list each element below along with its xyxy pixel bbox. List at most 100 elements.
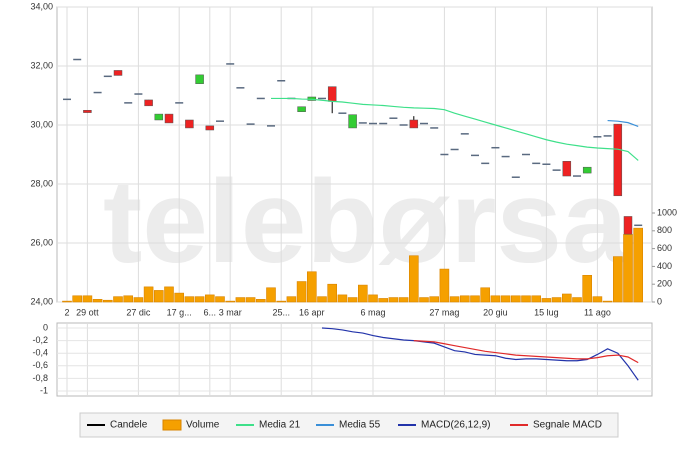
x-tick-label: 25...: [272, 307, 290, 317]
macd-panel: [56, 322, 653, 397]
volume-bar: [286, 296, 297, 303]
x-tick-label: 6 mag: [360, 307, 385, 317]
legend-label: Media 21: [259, 420, 301, 431]
legend-swatch: [162, 419, 182, 431]
volume-bar: [123, 295, 133, 303]
x-tick-label: 6...: [204, 307, 217, 317]
candle-body: [154, 113, 164, 121]
y2-tick-label: 1000: [657, 207, 677, 217]
legend-label: Media 55: [339, 420, 381, 431]
x-tick-label: 2: [64, 307, 69, 317]
volume-bar: [368, 294, 378, 303]
candle-body: [185, 119, 194, 129]
watermark: telebørsa: [103, 156, 629, 288]
candle-body: [582, 166, 592, 174]
volume-bar: [541, 298, 552, 303]
volume-bar: [327, 283, 338, 303]
y-tick-label: -0,6: [32, 360, 48, 370]
candle-body: [409, 119, 419, 129]
y2-tick-label: 200: [657, 279, 672, 289]
legend-label: MACD(26,12,9): [421, 420, 490, 431]
volume-bar: [561, 293, 572, 303]
candle-body: [348, 114, 357, 129]
y2-tick-label: 400: [657, 261, 672, 271]
volume-bar: [408, 255, 419, 303]
volume-bar: [245, 297, 256, 303]
candle-body: [297, 106, 306, 112]
volume-bar: [225, 300, 235, 303]
volume-bar: [357, 284, 368, 303]
x-tick-label: 27 mag: [429, 307, 459, 317]
volume-bar: [470, 295, 480, 303]
volume-bar: [623, 234, 633, 303]
volume-bar: [398, 297, 409, 303]
x-tick-label: 11 ago: [584, 307, 611, 317]
x-tick-label: 27 dic: [126, 307, 151, 317]
y-tick-label: -1: [40, 385, 48, 395]
x-tick-label: 17 g...: [167, 307, 192, 317]
volume-bar: [347, 297, 358, 303]
y2-tick-label: 0: [657, 296, 662, 306]
line: [271, 97, 639, 161]
volume-bar: [612, 256, 623, 303]
volume-bar: [62, 300, 72, 303]
volume-bar: [480, 287, 491, 303]
volume-bar: [592, 296, 603, 303]
volume-bar: [194, 296, 205, 303]
y-tick-label: -0,4: [32, 348, 48, 358]
volume-bar: [184, 296, 195, 303]
volume-bar: [521, 295, 531, 303]
y-tick-label: 24,00: [30, 296, 53, 306]
x-tick-label: 29 ott: [76, 307, 99, 317]
volume-bar: [582, 275, 593, 303]
volume-bar: [419, 297, 429, 303]
volume-bar: [255, 299, 266, 303]
volume-bar: [510, 295, 521, 303]
volume-bar: [551, 297, 562, 303]
volume-bar: [296, 281, 307, 303]
volume-bar: [459, 295, 470, 303]
volume-bar: [306, 271, 317, 303]
volume-bar: [449, 296, 460, 303]
candle-body: [327, 86, 337, 102]
y-tick-label: 28,00: [30, 178, 53, 188]
volume-bar: [154, 290, 164, 303]
candle-body: [83, 110, 92, 113]
volume-bar: [82, 295, 93, 303]
volume-bar: [235, 297, 246, 303]
price-panel: [56, 6, 653, 303]
x-tick-label: 3 mar: [219, 307, 242, 317]
y-tick-label: 34,00: [30, 1, 53, 11]
volume-bar: [276, 300, 287, 303]
y-tick-label: 0: [43, 322, 48, 332]
volume-bar: [490, 295, 501, 303]
y-tick-label: 26,00: [30, 237, 53, 247]
candle-body: [562, 161, 572, 177]
candle-body: [205, 125, 215, 131]
y-tick-label: 32,00: [30, 60, 53, 70]
volume-bar: [103, 299, 113, 303]
volume-bar: [317, 296, 327, 303]
y-tick-label: -0,2: [32, 335, 48, 345]
candle-body: [144, 99, 153, 107]
x-tick-label: 15 lug: [534, 307, 559, 317]
volume-bar: [429, 296, 440, 303]
volume-bar: [337, 294, 348, 303]
candle-body: [613, 123, 623, 197]
legend-label: Segnale MACD: [533, 420, 602, 431]
candle-body: [623, 216, 633, 235]
volume-bar: [143, 286, 154, 303]
legend-label: Candele: [110, 420, 148, 431]
y-tick-label: 30,00: [30, 119, 53, 129]
volume-bar: [266, 287, 276, 303]
volume-bar: [378, 298, 389, 303]
volume-bar: [215, 296, 225, 303]
volume-bar: [92, 299, 103, 303]
x-tick-label: 16 apr: [299, 307, 325, 317]
line: [321, 327, 639, 381]
volume-bar: [164, 286, 174, 303]
candle-body: [164, 113, 174, 124]
volume-bar: [572, 297, 582, 303]
y2-tick-label: 800: [657, 225, 672, 235]
